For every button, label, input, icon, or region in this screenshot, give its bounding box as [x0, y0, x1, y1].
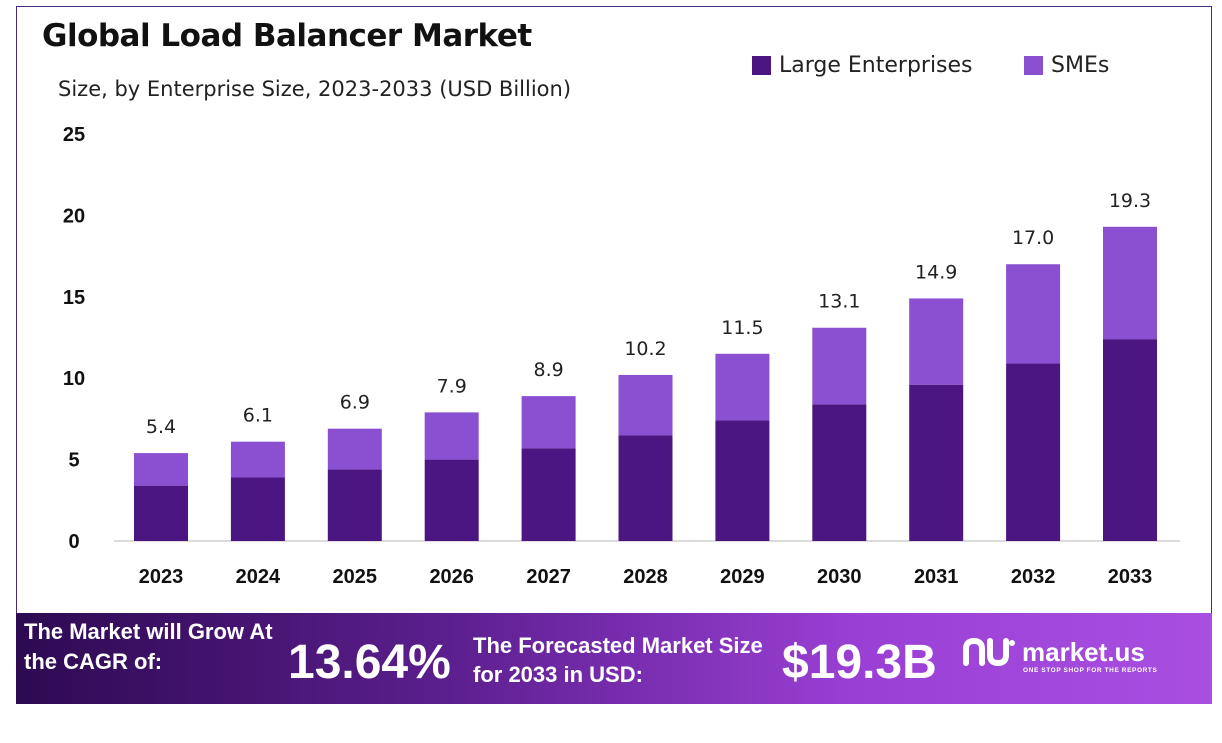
- bar-smes-2025: [327, 428, 382, 470]
- bar-large-enterprises-2025: [327, 469, 382, 541]
- x-tick-label: 2031: [914, 566, 959, 588]
- y-tick-label: 5: [68, 450, 79, 472]
- y-tick-label: 0: [68, 531, 79, 553]
- bar-total-label: 13.1: [818, 291, 860, 313]
- footer-banner: The Market will Grow At the CAGR of: 13.…: [16, 613, 1212, 704]
- legend-label-smes: SMEs: [1051, 53, 1110, 78]
- brand-logo: market.us ONE STOP SHOP FOR THE REPORTS: [960, 633, 1157, 675]
- brand-name: market.us: [1022, 637, 1145, 667]
- x-tick-label: 2032: [1011, 566, 1056, 588]
- x-tick-label: 2023: [139, 566, 184, 588]
- bar-total-label: 11.5: [721, 317, 763, 339]
- bar-large-enterprises-2026: [424, 459, 479, 541]
- bar-total-label: 6.9: [340, 392, 370, 414]
- bar-large-enterprises-2030: [812, 404, 867, 541]
- bar-large-enterprises-2024: [230, 477, 285, 541]
- bar-large-enterprises-2032: [1006, 363, 1061, 541]
- bar-smes-2033: [1103, 226, 1157, 340]
- bar-smes-2026: [424, 412, 479, 460]
- brand-logo-icon: [963, 637, 1015, 667]
- bar-smes-2024: [230, 441, 285, 478]
- brand-tagline: ONE STOP SHOP FOR THE REPORTS: [1023, 667, 1158, 674]
- legend-label-large-enterprises: Large Enterprises: [779, 53, 973, 78]
- bar-large-enterprises-2023: [134, 485, 188, 541]
- y-tick-label: 10: [63, 368, 85, 390]
- x-tick-label: 2026: [429, 566, 474, 588]
- legend-swatch-large-enterprises: [752, 56, 771, 75]
- bar-total-label: 5.4: [146, 416, 176, 438]
- chart-subtitle: Size, by Enterprise Size, 2023-2033 (USD…: [58, 77, 572, 101]
- bar-total-label: 10.2: [624, 338, 666, 360]
- bar-total-label: 7.9: [437, 375, 467, 397]
- bar-chart: 05101520255.420236.120246.920257.920268.…: [63, 124, 1180, 588]
- x-tick-label: 2030: [817, 566, 862, 588]
- bar-smes-2028: [618, 374, 673, 436]
- bar-total-label: 17.0: [1012, 227, 1054, 249]
- x-tick-label: 2027: [526, 566, 571, 588]
- cagr-label: The Market will Grow At the CAGR of:: [24, 619, 273, 674]
- legend-item-large-enterprises: Large Enterprises: [752, 53, 973, 78]
- bar-total-label: 8.9: [533, 359, 563, 381]
- chart-title: Global Load Balancer Market: [42, 18, 532, 54]
- bar-smes-2030: [812, 327, 867, 405]
- x-tick-label: 2028: [623, 566, 668, 588]
- bar-smes-2023: [134, 453, 188, 486]
- y-tick-label: 15: [63, 287, 85, 309]
- legend-swatch-smes: [1024, 56, 1043, 75]
- y-tick-label: 20: [63, 205, 85, 227]
- bar-large-enterprises-2028: [618, 435, 673, 541]
- bar-smes-2031: [909, 298, 964, 385]
- forecast-value: $19.3B: [782, 636, 937, 689]
- x-tick-label: 2029: [720, 566, 765, 588]
- bar-large-enterprises-2029: [715, 420, 770, 541]
- x-tick-label: 2025: [333, 566, 378, 588]
- bar-large-enterprises-2033: [1103, 339, 1157, 541]
- bar-total-label: 6.1: [243, 405, 273, 427]
- bar-large-enterprises-2031: [909, 384, 964, 541]
- forecast-label: The Forecasted Market Size for 2033 in U…: [473, 633, 763, 687]
- y-tick-label: 25: [63, 124, 85, 146]
- bar-total-label: 19.3: [1109, 190, 1151, 212]
- x-tick-label: 2024: [236, 566, 281, 588]
- bar-large-enterprises-2027: [521, 448, 576, 541]
- bar-smes-2029: [715, 353, 770, 421]
- bar-smes-2027: [521, 396, 576, 449]
- x-tick-label: 2033: [1108, 566, 1153, 588]
- bar-smes-2032: [1006, 264, 1061, 364]
- bar-total-label: 14.9: [915, 261, 957, 283]
- legend-item-smes: SMEs: [1024, 53, 1109, 78]
- cagr-value: 13.64%: [288, 636, 451, 689]
